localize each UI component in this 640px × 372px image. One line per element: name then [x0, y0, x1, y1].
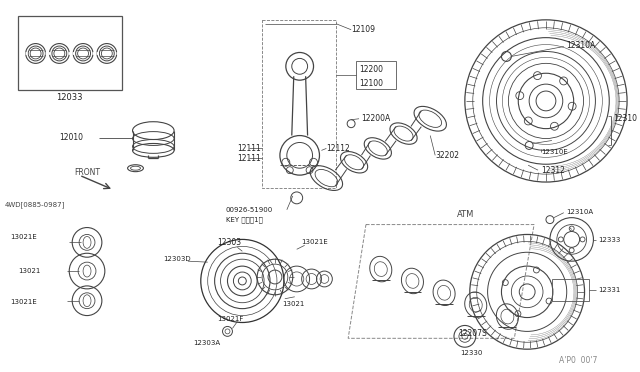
- Bar: [262, 20, 336, 188]
- Text: 12200A: 12200A: [361, 114, 390, 123]
- Text: 13021E: 13021E: [301, 239, 328, 246]
- Text: 12303: 12303: [218, 238, 242, 247]
- Text: 12112: 12112: [326, 144, 350, 153]
- Text: 12310: 12310: [613, 114, 637, 123]
- Text: 12310E: 12310E: [541, 150, 568, 155]
- Text: KEY キー（1）: KEY キー（1）: [225, 217, 262, 223]
- Text: 12303A: 12303A: [193, 340, 220, 346]
- Text: 12312: 12312: [541, 166, 565, 175]
- Text: 12111: 12111: [237, 154, 261, 163]
- Text: 12207S: 12207S: [458, 329, 486, 338]
- Text: FRONT: FRONT: [74, 168, 100, 177]
- Text: 13021: 13021: [282, 301, 304, 307]
- Text: 12010: 12010: [60, 133, 83, 142]
- Text: 12331: 12331: [598, 287, 621, 293]
- Text: 12310A: 12310A: [566, 209, 593, 215]
- Text: 12303D: 12303D: [163, 256, 191, 262]
- Text: 13021: 13021: [18, 268, 40, 274]
- Text: 12109: 12109: [351, 25, 375, 34]
- Text: 12111: 12111: [237, 144, 261, 153]
- Text: 12033: 12033: [56, 93, 83, 102]
- Text: 13021F: 13021F: [218, 315, 244, 321]
- Text: ATM: ATM: [457, 210, 474, 219]
- Text: 12330: 12330: [460, 350, 483, 356]
- Text: 12100: 12100: [359, 78, 383, 88]
- Text: 00926-51900: 00926-51900: [225, 207, 273, 213]
- Text: 12200: 12200: [359, 65, 383, 74]
- Text: 13021E: 13021E: [10, 234, 36, 240]
- Text: 12333: 12333: [598, 237, 621, 243]
- Bar: [356, 61, 396, 89]
- Text: A'P0  00'7: A'P0 00'7: [559, 356, 597, 365]
- Text: 32202: 32202: [435, 151, 459, 160]
- Bar: [552, 279, 589, 301]
- Bar: [18, 16, 122, 90]
- Text: 13021E: 13021E: [10, 299, 36, 305]
- Text: 12310A: 12310A: [566, 41, 595, 50]
- Text: 4WD[0885-0987]: 4WD[0885-0987]: [5, 201, 65, 208]
